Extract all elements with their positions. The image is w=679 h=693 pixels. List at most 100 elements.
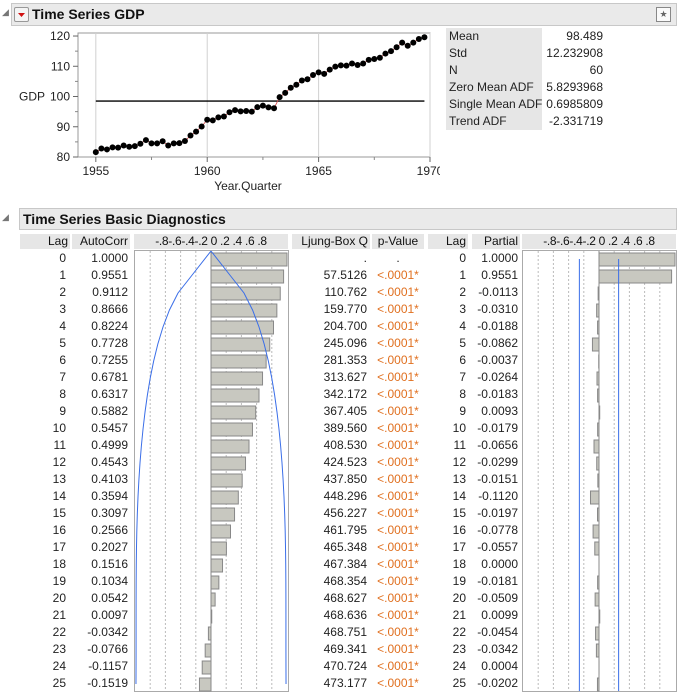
pacf-bar: [596, 303, 600, 318]
pvalue-cell: <.0001*: [377, 387, 419, 401]
stats-label-column: [446, 28, 542, 130]
acf-bar: [210, 456, 247, 471]
pvalue-cell: <.0001*: [377, 557, 419, 571]
pacf-bar: [596, 677, 600, 692]
partial-cell: 0.0093: [481, 404, 518, 418]
partial-cell: -0.0299: [477, 455, 518, 469]
pvalue-cell: <.0001*: [377, 302, 419, 316]
pin-icon[interactable]: ★: [656, 7, 671, 22]
autocorr-cell: 0.4999: [91, 438, 128, 452]
stat-label: Zero Mean ADF: [449, 80, 534, 94]
confidence-limit-lower: [135, 250, 212, 685]
lag2-cell: 6: [459, 353, 466, 367]
stat-value: 5.8293968: [546, 80, 603, 94]
data-point: [293, 81, 300, 88]
stat-label: Std: [449, 46, 468, 60]
autocorr-cell: 0.2566: [91, 523, 128, 537]
y-tick-label: 80: [57, 150, 71, 164]
disclosure-icon[interactable]: ◢: [2, 8, 9, 18]
ljung-box-cell: 448.296: [323, 489, 367, 503]
y-tick-label: 100: [50, 90, 70, 104]
autocorr-cell: 0.4543: [91, 455, 128, 469]
pvalue-cell: <.0001*: [377, 353, 419, 367]
panel-header-diagnostics: Time Series Basic Diagnostics: [19, 208, 677, 230]
lag-cell: 25: [52, 676, 66, 690]
partial-autocorrelation-plot: [522, 250, 677, 692]
ljung-box-cell: 473.177: [323, 676, 367, 690]
acf-bar: [210, 337, 271, 352]
pacf-bar: [598, 252, 676, 267]
pacf-bar: [598, 609, 601, 624]
pvalue-cell: <.0001*: [377, 336, 419, 350]
data-point: [92, 149, 99, 156]
pvalue-cell: <.0001*: [377, 455, 419, 469]
acf-bar: [198, 677, 212, 692]
lag-cell: 24: [52, 659, 66, 673]
data-point: [98, 145, 105, 152]
lag2-cell: 25: [452, 676, 466, 690]
autocorr-cell: 0.3097: [91, 506, 128, 520]
ljung-box-cell: 470.724: [323, 659, 367, 673]
autocorr-cell: 0.0097: [91, 608, 128, 622]
data-point: [131, 143, 138, 150]
y-axis-label: GDP: [19, 90, 45, 104]
acf-bar: [210, 541, 227, 556]
data-point: [410, 39, 417, 46]
data-point: [371, 56, 378, 63]
acf-bar: [210, 507, 236, 522]
pvalue-cell: <.0001*: [377, 268, 419, 282]
stat-value: 12.232908: [546, 46, 603, 60]
acf-bar: [210, 575, 220, 590]
lag2-cell: 21: [452, 608, 466, 622]
lag2-cell: 10: [452, 421, 466, 435]
data-point: [404, 42, 411, 49]
data-point: [304, 76, 311, 83]
lag2-cell: 15: [452, 506, 466, 520]
lag2-cell: 18: [452, 557, 466, 571]
pacf-bar: [597, 286, 600, 301]
data-point: [321, 70, 328, 77]
acf-bar: [210, 439, 250, 454]
data-point: [103, 146, 110, 153]
disclosure-icon[interactable]: ◢: [2, 213, 9, 223]
pacf-bar: [596, 456, 600, 471]
col-header-pvalue: p-Value: [372, 234, 424, 249]
col-header-ljung: Ljung-Box Q: [292, 234, 370, 249]
lag-cell: 13: [52, 472, 66, 486]
data-point: [271, 105, 278, 112]
pvalue-cell: <.0001*: [377, 591, 419, 605]
lag2-cell: 1: [459, 268, 466, 282]
acf-bar: [210, 524, 232, 539]
autocorr-cell: 0.1034: [91, 574, 128, 588]
lag2-cell: 3: [459, 302, 466, 316]
data-point: [421, 34, 428, 41]
col-header-partial: Partial: [472, 234, 520, 249]
plot-frame: [77, 32, 431, 158]
data-point: [310, 72, 317, 79]
acf-bar: [210, 405, 257, 420]
data-point: [137, 140, 144, 147]
lag2-cell: 13: [452, 472, 466, 486]
partial-cell: 0.0000: [481, 557, 518, 571]
pvalue-cell: <.0001*: [377, 404, 419, 418]
data-point: [232, 107, 239, 114]
lag-cell: 3: [59, 302, 66, 316]
red-triangle-menu-icon[interactable]: [14, 7, 29, 22]
data-point: [393, 44, 400, 51]
pvalue-cell: <.0001*: [377, 540, 419, 554]
acf-bar: [210, 252, 288, 267]
ljung-box-cell: 281.353: [323, 353, 367, 367]
x-tick-label: 1965: [305, 164, 332, 178]
ljung-box-cell: 469.341: [323, 642, 367, 656]
autocorr-cell: 0.0542: [91, 591, 128, 605]
data-point: [154, 140, 161, 147]
data-point: [360, 60, 367, 67]
autocorr-cell: 1.0000: [91, 251, 128, 265]
data-point: [354, 62, 361, 69]
lag2-cell: 23: [452, 642, 466, 656]
acf-bar: [210, 490, 239, 505]
autocorr-cell: 0.3594: [91, 489, 128, 503]
panel-header-gdp: Time Series GDP ★: [11, 3, 677, 26]
lag2-cell: 19: [452, 574, 466, 588]
pacf-bar: [596, 371, 600, 386]
